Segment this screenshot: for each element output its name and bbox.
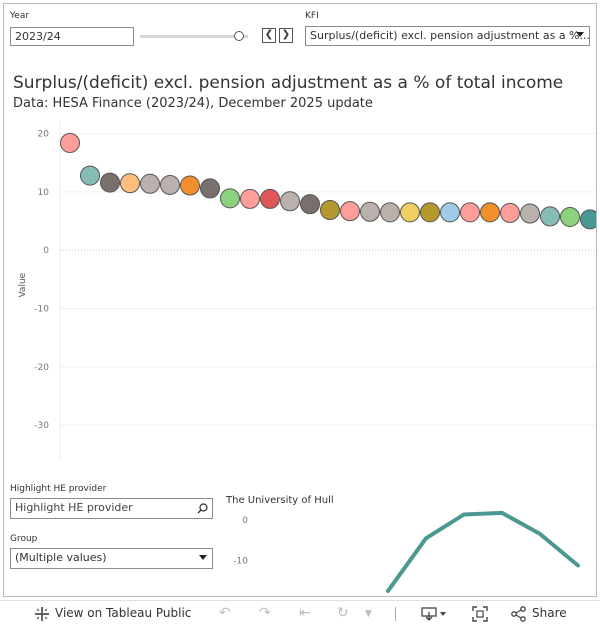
mini-y-tick-label: 0: [242, 516, 248, 526]
data-point[interactable]: [200, 178, 220, 199]
data-point[interactable]: [520, 203, 540, 224]
chevron-right-icon: ❯: [281, 29, 291, 40]
data-point[interactable]: [120, 173, 140, 194]
data-point[interactable]: [160, 174, 180, 195]
kfi-dropdown[interactable]: Surplus/(deficit) excl. pension adjustme…: [305, 26, 590, 46]
data-point[interactable]: [500, 202, 520, 223]
highlight-placeholder: Highlight HE provider: [15, 501, 133, 514]
revert-icon[interactable]: ⇤: [299, 605, 311, 621]
y-axis-label: Value: [18, 272, 28, 297]
data-point[interactable]: [420, 202, 440, 223]
data-point[interactable]: [460, 202, 480, 223]
data-point[interactable]: [80, 165, 100, 186]
search-icon: [197, 503, 208, 514]
provider-trend-title: The University of Hull: [225, 495, 334, 506]
data-point[interactable]: [180, 175, 200, 196]
highlight-provider-input[interactable]: Highlight HE provider: [10, 498, 213, 519]
group-dropdown[interactable]: (Multiple values): [10, 548, 213, 569]
fullscreen-icon[interactable]: [472, 606, 488, 622]
redo-icon[interactable]: ↷: [259, 605, 271, 621]
data-point[interactable]: [300, 194, 320, 215]
data-point[interactable]: [400, 202, 420, 223]
data-point[interactable]: [220, 188, 240, 209]
data-point[interactable]: [480, 202, 500, 223]
data-point[interactable]: [560, 206, 580, 227]
group-dropdown-value: (Multiple values): [15, 551, 107, 564]
data-point[interactable]: [240, 188, 260, 209]
chevron-left-icon: ❮: [264, 29, 274, 40]
tableau-logo-icon: [35, 607, 49, 621]
download-icon[interactable]: [421, 606, 447, 622]
data-point[interactable]: [260, 188, 280, 209]
data-point[interactable]: [100, 172, 120, 193]
refresh-icon[interactable]: ↻: [337, 605, 349, 621]
tableau-toolbar: View on Tableau Public ↶ ↷ ⇤ ↻ ▼ Share: [0, 600, 600, 627]
dashboard-frame: Year 2023/24 ❮ ❯ KFI Surplus/(deficit) e…: [3, 3, 597, 597]
year-next-button[interactable]: ❯: [279, 28, 293, 43]
refresh-dropdown-icon[interactable]: ▼: [365, 609, 372, 619]
provider-trend-chart: The University of Hull 0 -10: [225, 495, 580, 593]
share-icon[interactable]: [511, 606, 527, 622]
data-point[interactable]: [580, 209, 598, 230]
main-chart: Value 20 10 0 -10 -20 -30: [18, 122, 598, 460]
y-tick-label: -20: [34, 363, 49, 373]
data-point[interactable]: [280, 191, 300, 212]
data-point[interactable]: [320, 199, 340, 220]
year-input[interactable]: 2023/24: [10, 27, 134, 46]
share-button[interactable]: Share: [532, 606, 567, 620]
y-tick-label: 0: [43, 246, 49, 256]
data-point[interactable]: [540, 206, 560, 227]
data-point[interactable]: [440, 202, 460, 223]
year-slider-thumb[interactable]: [234, 31, 245, 41]
data-point[interactable]: [60, 132, 80, 153]
chart-subtitle: Data: HESA Finance (2023/24), December 2…: [13, 96, 373, 111]
y-tick-label: -30: [34, 421, 49, 431]
view-on-tableau-link[interactable]: View on Tableau Public: [55, 606, 192, 620]
y-tick-label: 20: [38, 130, 50, 140]
chevron-down-icon: [199, 555, 207, 560]
chart-title: Surplus/(deficit) excl. pension adjustme…: [13, 73, 564, 93]
chevron-down-icon: [576, 32, 584, 37]
highlight-label: Highlight HE provider: [10, 484, 107, 494]
year-slider-track[interactable]: [140, 35, 248, 38]
y-tick-label: -10: [34, 304, 49, 314]
provider-trend-line: [386, 510, 580, 593]
undo-icon[interactable]: ↶: [219, 605, 231, 621]
y-tick-label: 10: [38, 188, 50, 198]
mini-y-tick-label: -10: [233, 557, 248, 567]
year-prev-button[interactable]: ❮: [262, 28, 276, 43]
year-filter-label: Year: [10, 11, 30, 21]
data-point[interactable]: [360, 201, 380, 222]
data-point[interactable]: [340, 201, 360, 222]
data-point[interactable]: [140, 173, 160, 194]
kfi-dropdown-value: Surplus/(deficit) excl. pension adjustme…: [310, 29, 590, 42]
kfi-filter-label: KFI: [305, 11, 319, 21]
data-point[interactable]: [380, 202, 400, 223]
toolbar-divider: [395, 607, 396, 621]
group-label: Group: [10, 534, 38, 544]
